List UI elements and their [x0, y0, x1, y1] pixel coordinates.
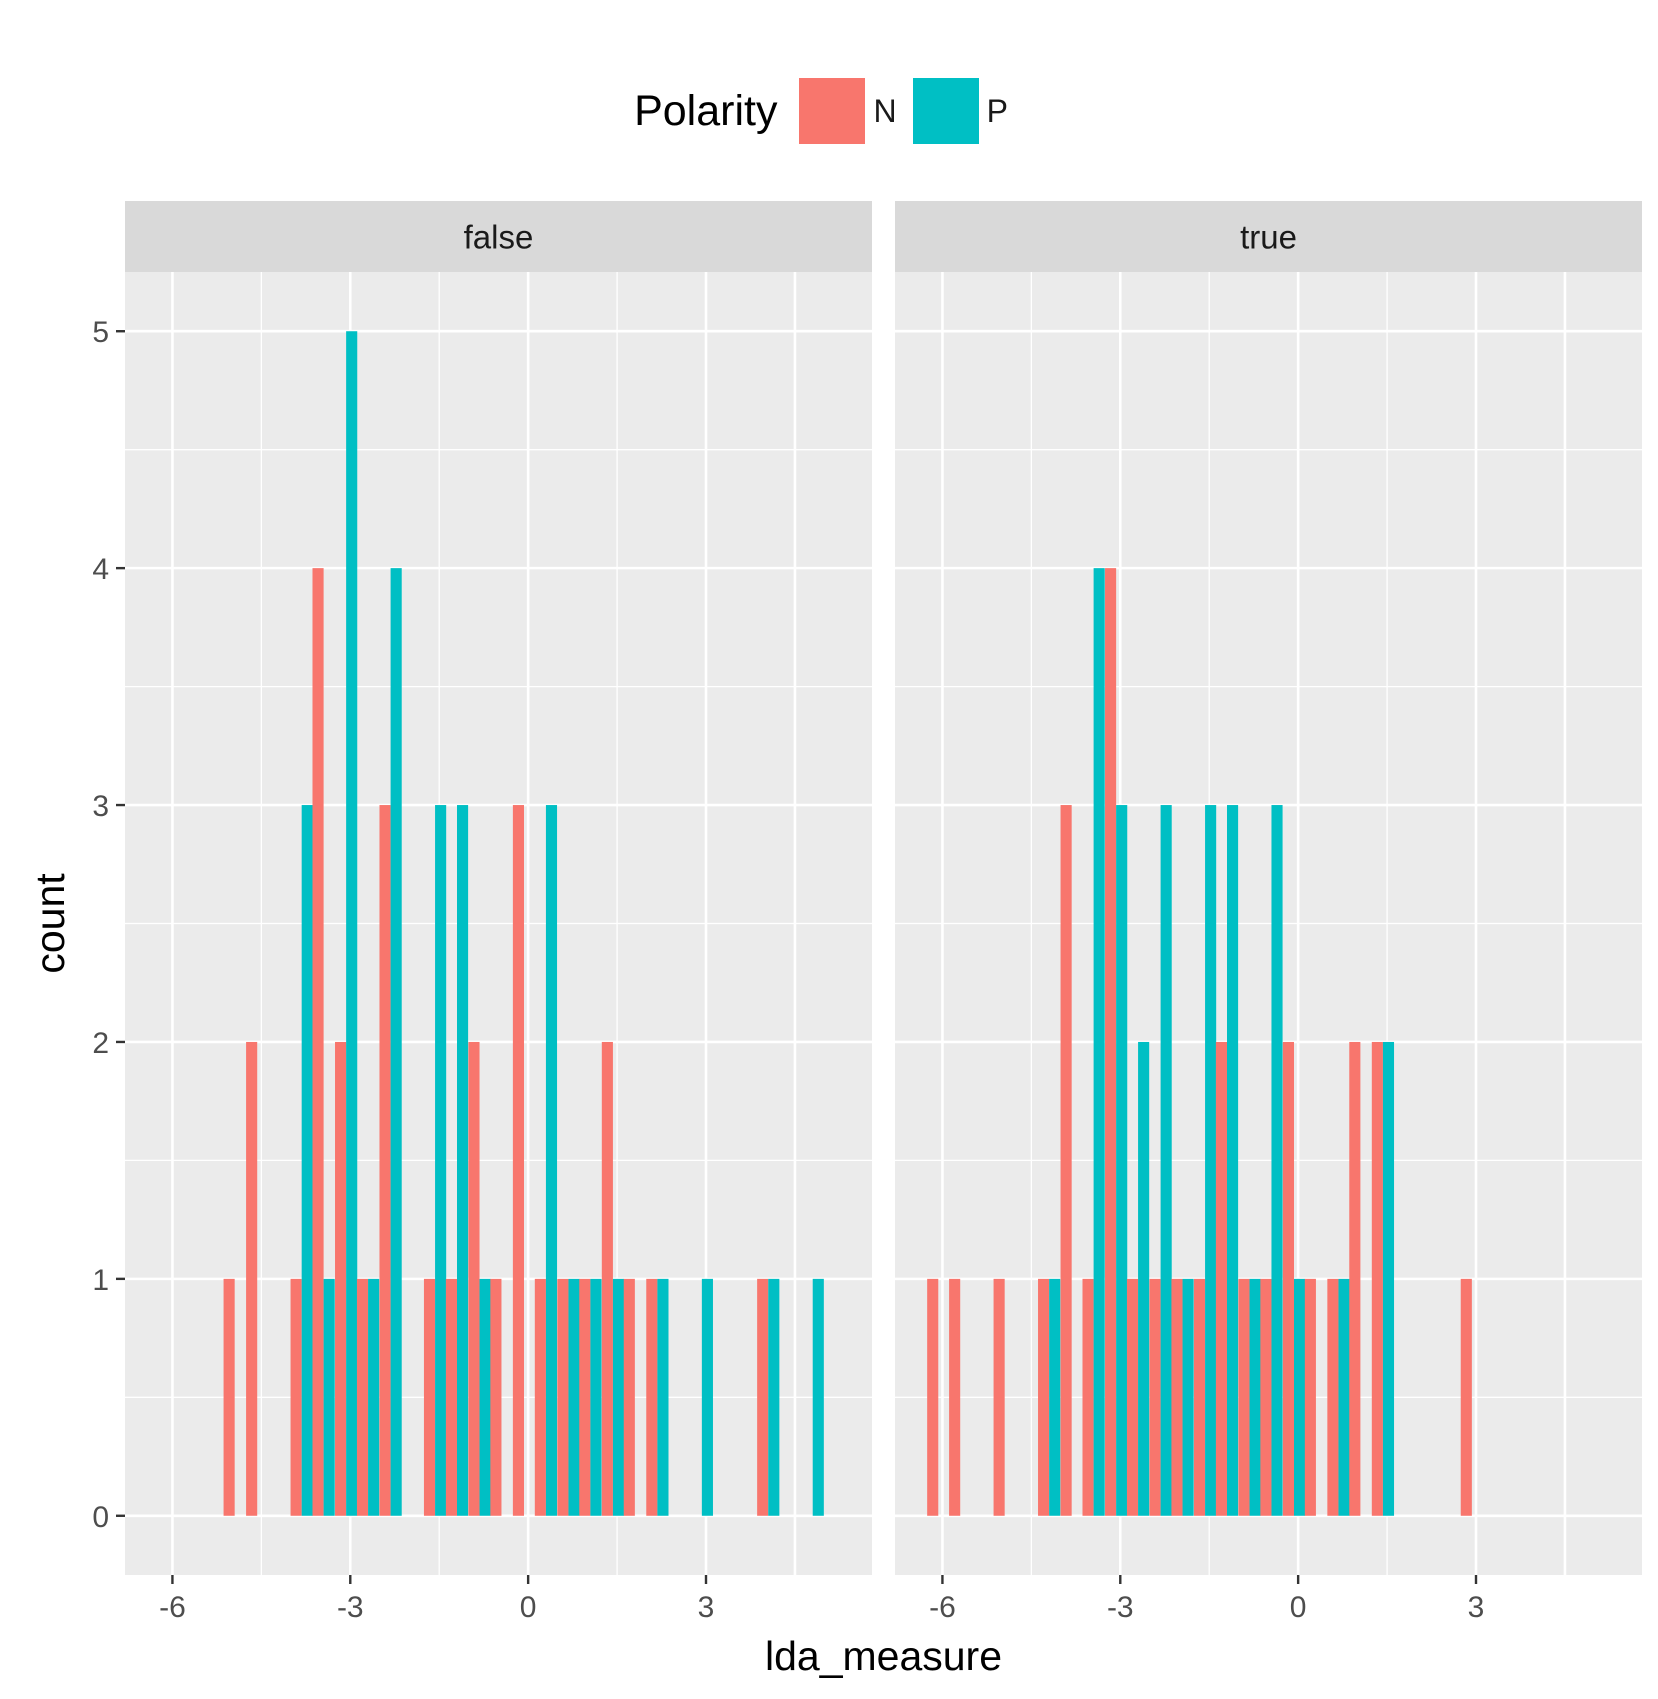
- bar-n: [312, 568, 324, 1516]
- bar-n: [423, 1278, 436, 1516]
- y-tick-label: 1: [92, 1264, 109, 1297]
- bar-n: [927, 1278, 939, 1516]
- x-tick-label: -3: [1107, 1591, 1134, 1624]
- legend: Polarity N P: [0, 78, 1658, 144]
- bar-n: [1038, 1278, 1050, 1516]
- bar-p: [368, 1278, 380, 1516]
- x-tick-label: -6: [159, 1591, 186, 1624]
- bar-n: [1149, 1278, 1161, 1516]
- x-tick-label: -3: [337, 1591, 364, 1624]
- bar-p: [435, 805, 447, 1516]
- bar-p: [590, 1278, 602, 1516]
- legend-key-n: [799, 78, 866, 144]
- legend-title: Polarity: [634, 86, 778, 135]
- bar-n: [1105, 568, 1117, 1516]
- facet-strip: [895, 201, 1642, 272]
- bar-p: [1338, 1278, 1350, 1516]
- bar-p: [1293, 1278, 1306, 1516]
- legend-label-p: P: [986, 92, 1008, 129]
- bar-n: [1304, 1278, 1316, 1516]
- bar-n: [993, 1278, 1005, 1516]
- bar-n: [290, 1278, 302, 1516]
- bar-n: [223, 1278, 235, 1516]
- y-axis-title: count: [27, 873, 73, 974]
- x-tick-label: 3: [1468, 1591, 1485, 1624]
- x-tick-label: 3: [698, 1591, 715, 1624]
- bar-n: [534, 1278, 546, 1516]
- bar-n: [356, 1278, 369, 1516]
- bar-p: [323, 1278, 335, 1516]
- x-tick-label: -6: [929, 1591, 956, 1624]
- facet-strip: [125, 201, 872, 272]
- bar-p: [1227, 805, 1239, 1516]
- bar-n: [1371, 1041, 1383, 1516]
- bar-p: [1049, 1278, 1061, 1516]
- x-axis-title: lda_measure: [765, 1633, 1002, 1679]
- y-tick-label: 3: [92, 790, 109, 823]
- bar-p: [1382, 1041, 1395, 1516]
- bar-p: [701, 1278, 713, 1516]
- bar-p: [1271, 805, 1283, 1516]
- bar-n: [757, 1278, 769, 1516]
- bar-p: [346, 331, 358, 1516]
- bar-n: [1126, 1278, 1139, 1516]
- bar-n: [1193, 1278, 1206, 1516]
- y-tick-label: 0: [92, 1501, 109, 1534]
- bar-p: [1093, 568, 1105, 1516]
- y-tick-label: 2: [92, 1027, 109, 1060]
- bar-n: [512, 805, 524, 1516]
- bar-p: [1160, 805, 1172, 1516]
- bar-p: [479, 1278, 491, 1516]
- bar-n: [1238, 1278, 1250, 1516]
- facet-strip-label: false: [464, 219, 534, 256]
- legend-label-n: N: [873, 92, 897, 129]
- bar-p: [390, 568, 402, 1516]
- bar-n: [601, 1041, 613, 1516]
- bar-p: [568, 1278, 580, 1516]
- bar-p: [1138, 1041, 1150, 1516]
- x-tick-label: 0: [1290, 1591, 1307, 1624]
- bar-p: [301, 805, 313, 1516]
- bar-n: [1460, 1278, 1472, 1516]
- bar-n: [1260, 1278, 1272, 1516]
- bar-p: [1116, 805, 1128, 1516]
- bar-n: [557, 1278, 569, 1516]
- bar-n: [949, 1278, 961, 1516]
- bar-p: [457, 805, 469, 1516]
- bar-n: [623, 1278, 635, 1516]
- bar-n: [1060, 805, 1072, 1516]
- x-tick-label: 0: [520, 1591, 537, 1624]
- bar-p: [657, 1278, 669, 1516]
- bar-n: [445, 1278, 457, 1516]
- bar-p: [1182, 1278, 1194, 1516]
- bar-p: [1205, 805, 1217, 1516]
- legend-key-p: [912, 78, 979, 144]
- bar-n: [490, 1278, 502, 1516]
- bar-n: [246, 1041, 258, 1516]
- bar-n: [646, 1278, 658, 1516]
- bar-n: [1171, 1278, 1183, 1516]
- bar-p: [545, 805, 558, 1516]
- bar-p: [768, 1278, 780, 1516]
- bar-n: [1215, 1041, 1227, 1516]
- y-tick-label: 4: [92, 553, 109, 586]
- bar-n: [335, 1041, 347, 1516]
- bar-n: [579, 1278, 591, 1516]
- bar-p: [1249, 1278, 1261, 1516]
- facet-strip-label: true: [1240, 219, 1297, 256]
- bar-n: [1282, 1041, 1294, 1516]
- bar-n: [379, 805, 391, 1516]
- bar-n: [1349, 1041, 1361, 1516]
- bar-n: [468, 1041, 480, 1516]
- y-tick-label: 5: [92, 316, 109, 349]
- bar-p: [612, 1278, 625, 1516]
- bar-n: [1327, 1278, 1339, 1516]
- bar-n: [1082, 1278, 1094, 1516]
- bar-p: [812, 1278, 824, 1516]
